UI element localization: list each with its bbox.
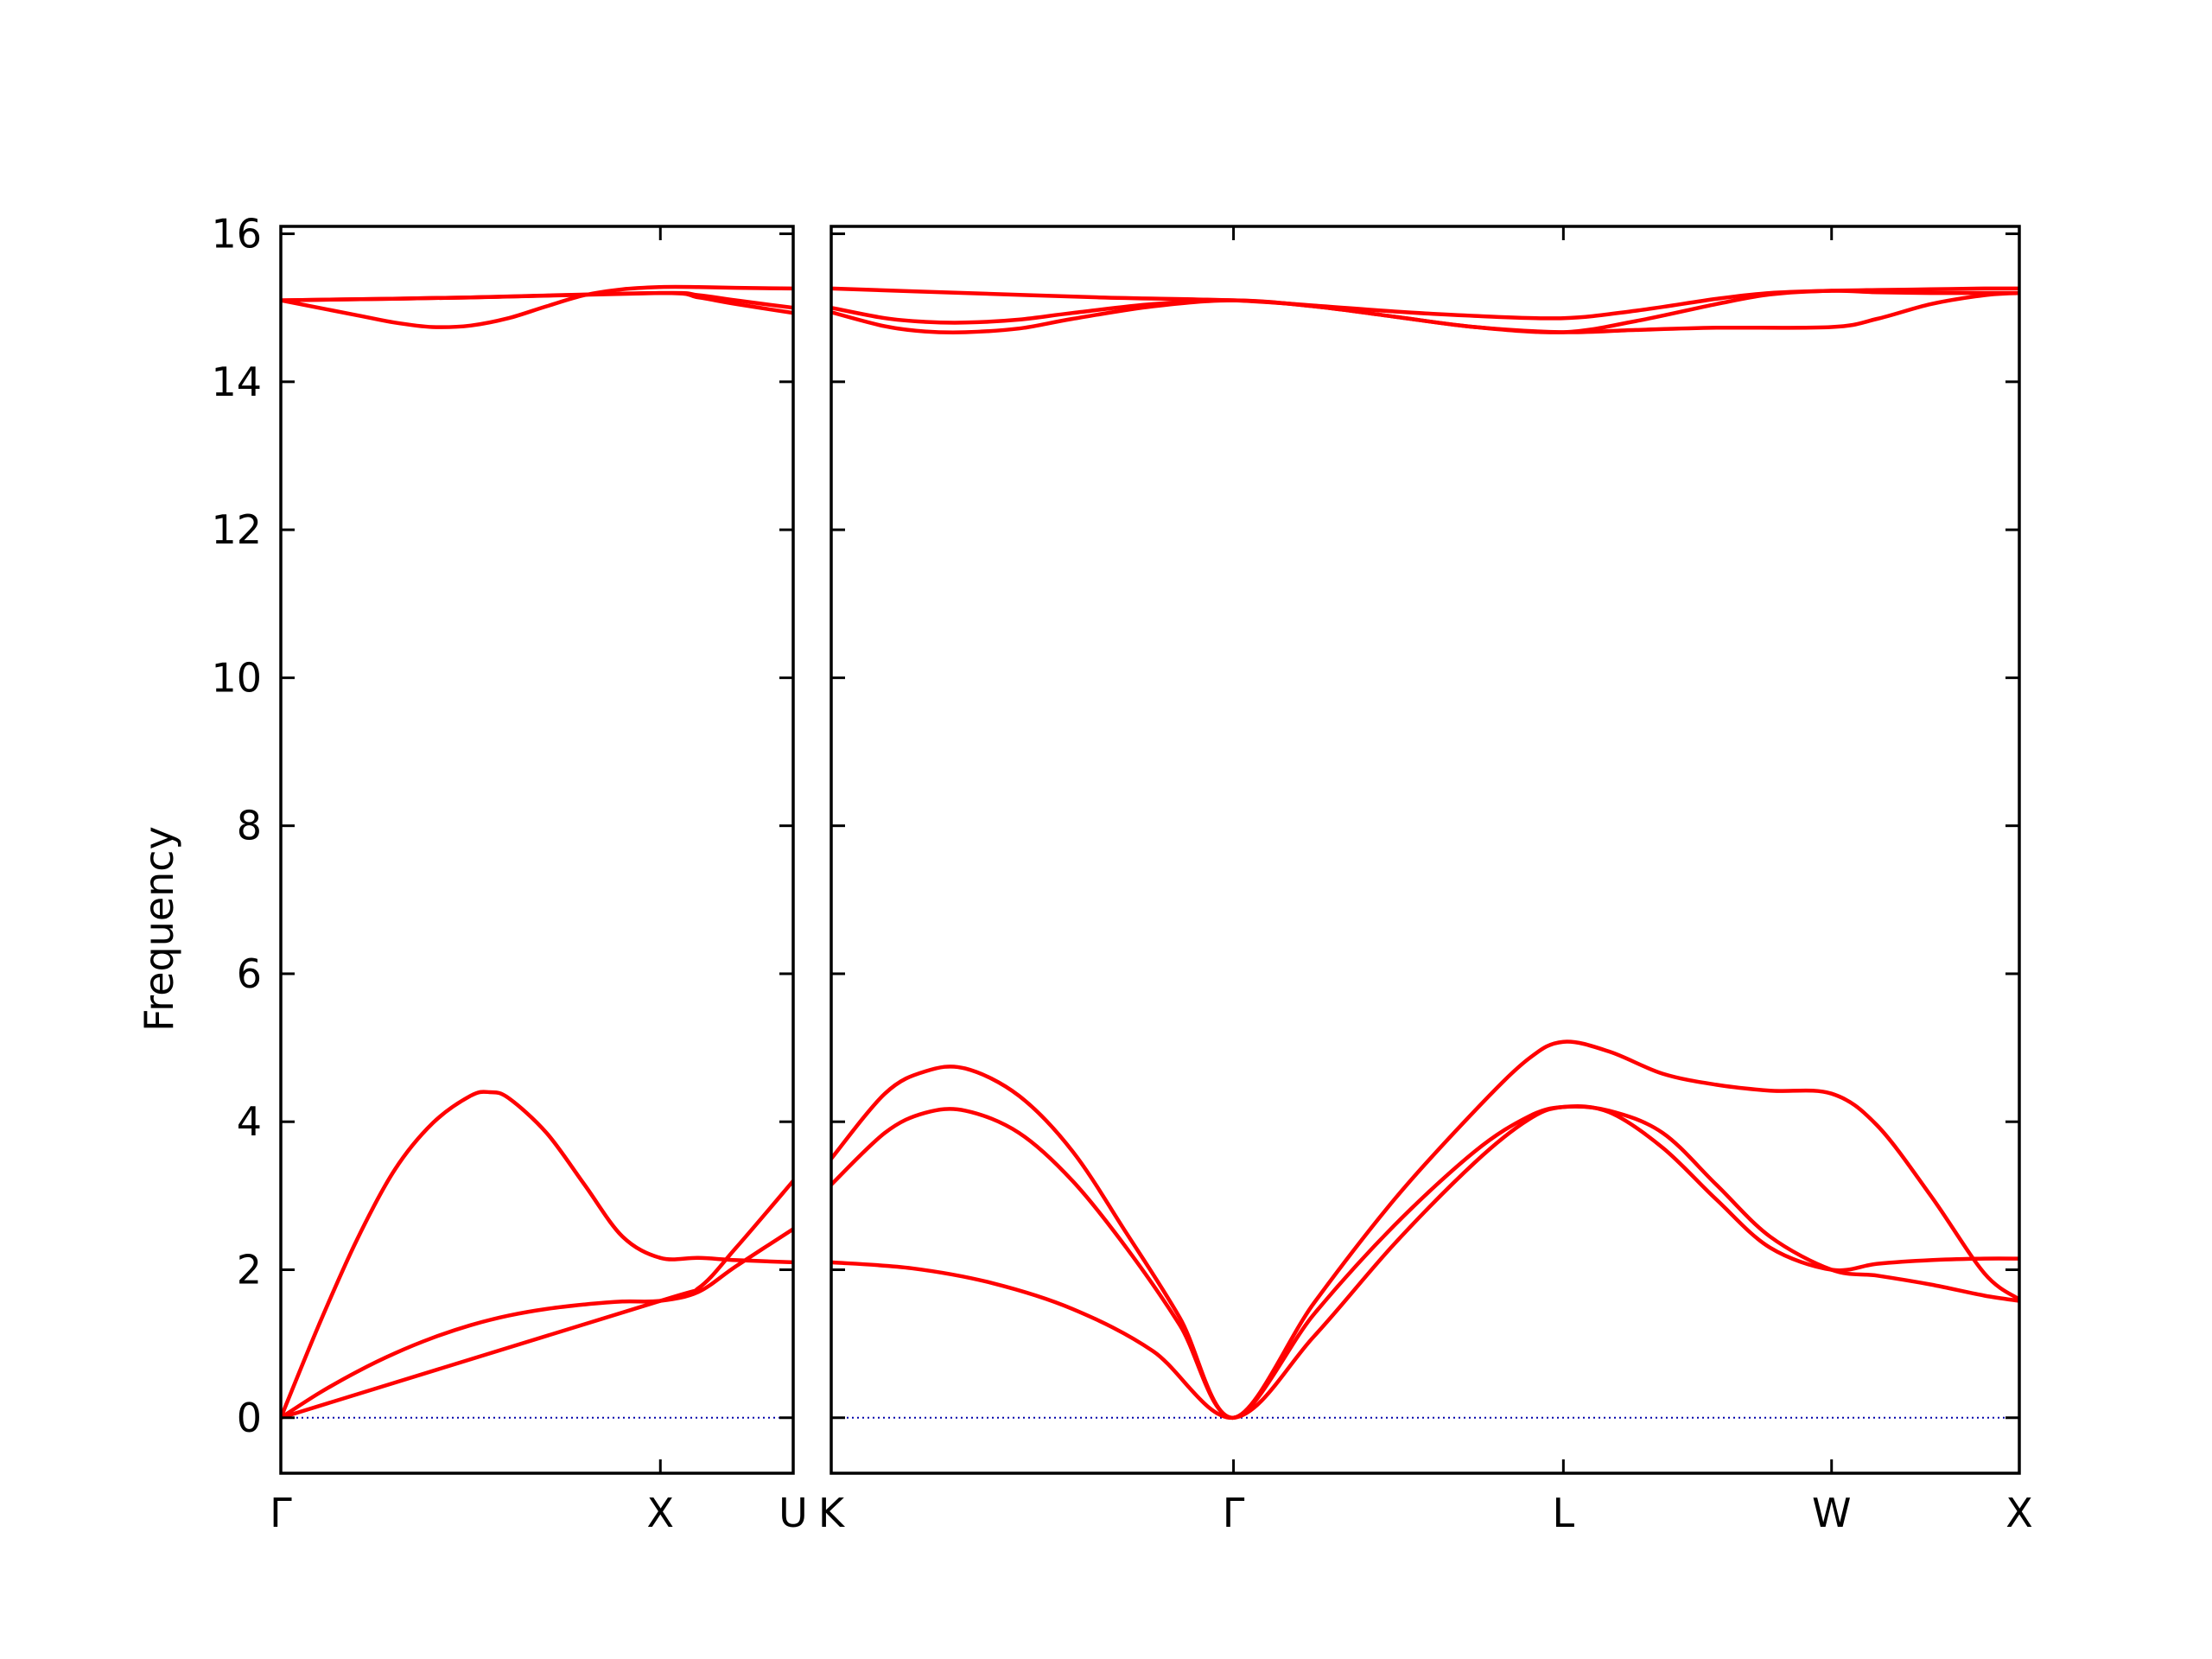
y-tick-label: 16 [211, 211, 262, 257]
x-tick-label: U [779, 1490, 808, 1536]
band-line [281, 290, 793, 315]
y-tick-label: 0 [237, 1395, 262, 1441]
panel-frame [279, 225, 795, 1475]
x-tick-label: K [818, 1490, 846, 1536]
y-tick-label: 2 [237, 1246, 262, 1293]
y-tick-label: 10 [211, 654, 262, 701]
band-line [281, 1179, 793, 1421]
y-tick-label: 6 [237, 950, 262, 997]
y-axis-label: Frequency [136, 826, 182, 1032]
x-tick-label: L [1553, 1490, 1575, 1536]
band-line [281, 284, 793, 329]
y-tick-label: 8 [237, 803, 262, 849]
y-tick-label: 12 [211, 506, 262, 553]
panel-frame [830, 225, 2021, 1475]
band-line [831, 1039, 2019, 1421]
y-tick-label: 14 [211, 359, 262, 405]
band-line [831, 1104, 2019, 1421]
x-tick-label: Γ [270, 1490, 292, 1536]
band-line [281, 1090, 793, 1421]
x-tick-label: X [647, 1490, 675, 1536]
x-tick-label: X [2005, 1490, 2033, 1536]
y-tick-label: 4 [237, 1098, 262, 1145]
band-line [831, 1104, 2019, 1421]
x-tick-label: Γ [1223, 1490, 1245, 1536]
band-line [831, 286, 2019, 321]
x-tick-label: W [1812, 1490, 1851, 1536]
y-tick-labels: 0 2 4 6 8 10 12 14 16 [211, 211, 262, 1441]
